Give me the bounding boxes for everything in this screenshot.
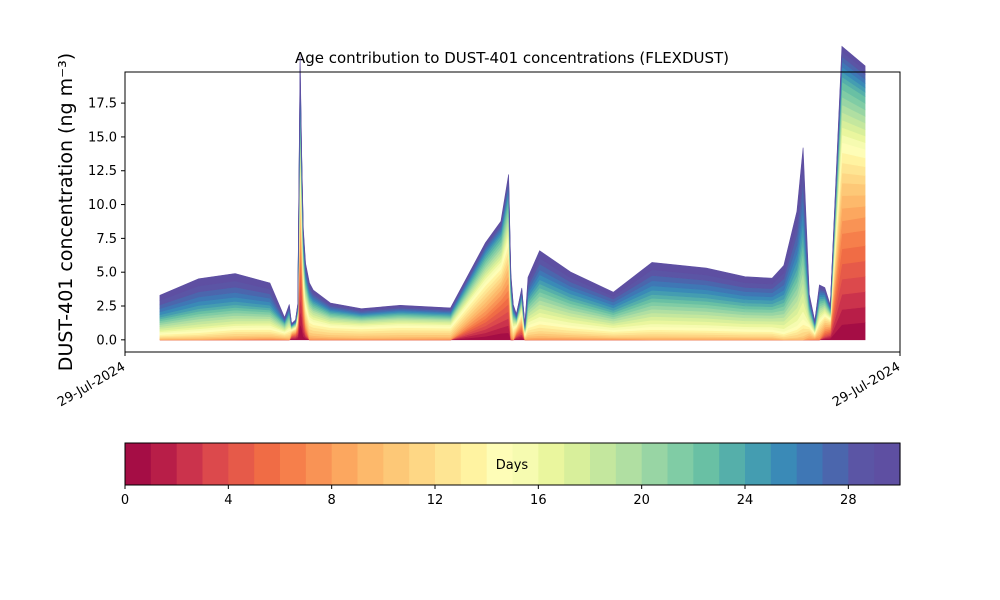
colorbar-segment-8 (331, 443, 359, 485)
colorbar-segment-6 (280, 443, 307, 485)
colorbar-segment-12 (435, 443, 462, 485)
colorbar-ticks: 0 4 8 12 16 20 24 28 (121, 485, 857, 508)
colorbar-segment-0 (125, 443, 152, 485)
colorbar-segment-4 (228, 443, 255, 485)
colorbar-segment-18 (590, 443, 617, 485)
colorbar-segment-16 (538, 443, 565, 485)
colorbar-segment-17 (564, 443, 591, 485)
colorbar-segment-26 (796, 443, 824, 485)
stacked-areas (159, 45, 866, 341)
colorbar-tick-label: 8 (328, 493, 336, 508)
colorbar-segment-15 (512, 443, 539, 485)
y-tick-label: 5.0 (96, 266, 117, 281)
y-axis: 0.0 2.5 5.0 7.5 10.0 12.5 15.0 17.5 (88, 97, 125, 348)
y-tick-label: 7.5 (96, 232, 117, 247)
colorbar-segment-3 (202, 443, 229, 485)
y-tick-label: 17.5 (88, 97, 117, 112)
y-tick-label: 2.5 (96, 300, 117, 315)
plot-frame (124, 71, 901, 353)
colorbar-segment-23 (719, 443, 746, 485)
colorbar-tick-label: 0 (121, 493, 129, 508)
y-tick-label: 12.5 (88, 164, 117, 179)
y-axis-label: DUST-401 concentration (ng m⁻³) (55, 53, 77, 371)
colorbar-tick-label: 12 (427, 493, 444, 508)
chart-title: Age contribution to DUST-401 concentrati… (295, 49, 729, 67)
age-band-area-29 (159, 45, 866, 325)
colorbar-tick-label: 20 (633, 493, 650, 508)
colorbar-segment-27 (822, 443, 849, 485)
x-axis: 29-Jul-2024 29-Jul-2024 (55, 352, 903, 410)
colorbar-segment-20 (641, 443, 669, 485)
colorbar (125, 443, 901, 485)
colorbar-segment-9 (357, 443, 384, 485)
colorbar-segment-5 (254, 443, 281, 485)
colorbar-segment-1 (150, 443, 178, 485)
colorbar-segment-22 (693, 443, 720, 485)
colorbar-segment-29 (874, 443, 901, 485)
colorbar-segment-25 (770, 443, 798, 485)
colorbar-segment-28 (848, 443, 875, 485)
y-tick-label: 10.0 (88, 198, 117, 213)
colorbar-segment-14 (486, 443, 514, 485)
colorbar-segment-13 (460, 443, 488, 485)
colorbar-tick-label: 28 (840, 493, 857, 508)
colorbar-tick-label: 4 (224, 493, 232, 508)
colorbar-tick-label: 24 (737, 493, 754, 508)
colorbar-segment-19 (615, 443, 643, 485)
colorbar-segment-24 (745, 443, 772, 485)
colorbar-segment-21 (667, 443, 694, 485)
colorbar-segment-2 (176, 443, 204, 485)
colorbar-segment-11 (409, 443, 436, 485)
y-tick-label: 0.0 (96, 333, 117, 348)
colorbar-segment-7 (305, 443, 333, 485)
colorbar-label: Days (496, 458, 529, 473)
colorbar-segment-10 (383, 443, 410, 485)
x-tick-label: 29-Jul-2024 (830, 359, 903, 410)
y-tick-label: 15.0 (88, 130, 117, 145)
colorbar-tick-label: 16 (530, 493, 547, 508)
colorbar-frame (124, 442, 901, 486)
